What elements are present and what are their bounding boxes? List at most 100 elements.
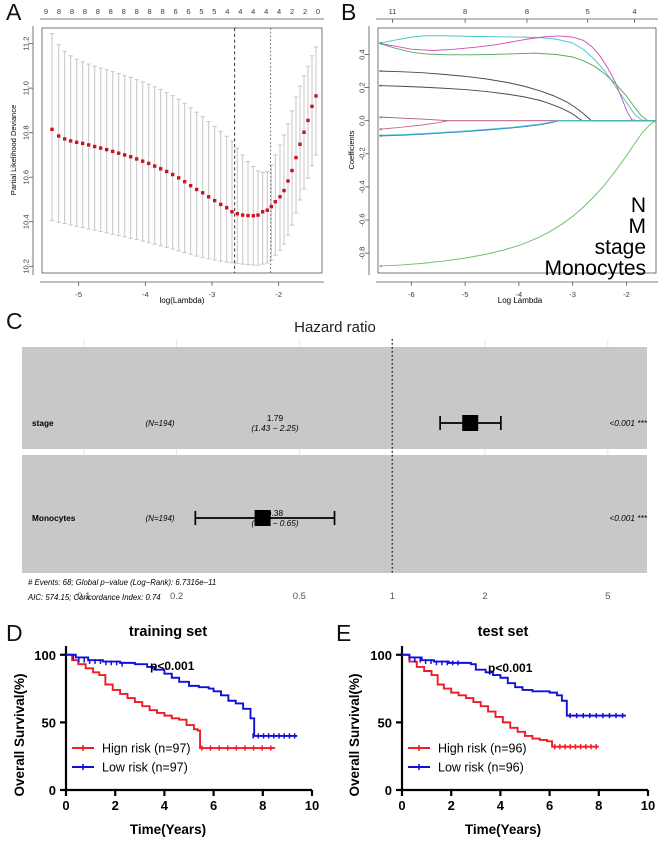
- x-tick-label-0: 0: [62, 798, 69, 813]
- row-pvalue-0: <0.001 ***: [609, 418, 647, 428]
- coef-index-label: 4: [380, 134, 382, 138]
- panel-d-x-axis-title: Time(Years): [130, 822, 206, 837]
- legend-label-1: Low risk (n=96): [438, 761, 524, 775]
- deviance-point: [68, 139, 73, 143]
- deviance-point: [302, 130, 306, 134]
- row-estimate-0: 1.79: [267, 413, 284, 423]
- deviance-point: [182, 179, 187, 184]
- top-axis-label: 6: [173, 7, 177, 16]
- deviance-point: [128, 155, 133, 159]
- deviance-point: [80, 141, 85, 146]
- panel-letter-a: A: [6, 0, 22, 25]
- deviance-point: [218, 202, 223, 207]
- y-tick-label: -0.6: [358, 214, 367, 227]
- x-tick-label: -2: [275, 290, 282, 299]
- x-tick-label: -5: [75, 290, 82, 299]
- panel-c-row-bands: [22, 347, 647, 573]
- x-tick-label: -4: [516, 290, 523, 299]
- y-tick-label: 10.6: [22, 170, 31, 185]
- x-tick-label-8: 8: [595, 798, 602, 813]
- axis-tick-0.2: 0.2: [170, 591, 183, 602]
- y-tick-label: 0.0: [358, 115, 367, 125]
- top-axis-label: 6: [186, 7, 190, 16]
- coefficient-path-3: [379, 70, 656, 122]
- top-axis-label: 5: [199, 7, 203, 16]
- deviance-point: [194, 187, 199, 192]
- panel-c-footnote-events: # Events: 68; Global p−value (Log−Rank):…: [28, 578, 216, 587]
- x-tick-label-2: 2: [112, 798, 119, 813]
- row-estimate-box-1: [254, 510, 271, 526]
- row-sample-size-1: (N=194): [145, 514, 174, 523]
- axis-tick-5: 5: [605, 591, 610, 602]
- panel-b-y-axis: -0.8 -0.6 -0.4 -0.2 0.0 0.2 0.4: [358, 26, 370, 275]
- top-axis-label: 8: [525, 7, 529, 16]
- top-axis-label: 0: [316, 7, 320, 16]
- deviance-point: [152, 164, 157, 168]
- deviance-point: [306, 118, 310, 123]
- deviance-point: [62, 137, 67, 141]
- coefficient-path-0: [378, 35, 656, 122]
- panel-d-pvalue: p<0.001: [150, 659, 195, 673]
- panel-letter-c: C: [6, 308, 23, 334]
- coefficient-path-4: [379, 85, 656, 122]
- panel-e-x-axis-title: Time(Years): [465, 822, 541, 837]
- x-tick-label-4: 4: [161, 798, 169, 813]
- top-axis-label: 8: [83, 7, 87, 16]
- axis-tick-1: 1: [390, 591, 395, 602]
- panel-c-title: Hazard ratio: [294, 319, 376, 336]
- y-tick-label: 10.4: [22, 214, 31, 229]
- row-variable-name-stage: stage: [32, 418, 54, 428]
- axis-tick-0.5: 0.5: [293, 591, 306, 602]
- panel-a-y-axis: 10.2 10.4 10.6 10.8 11.0 11.2: [22, 26, 34, 275]
- legend-label-n: N: [631, 194, 646, 217]
- deviance-point: [282, 188, 286, 193]
- row-pvalue-1: <0.001 ***: [609, 513, 647, 523]
- deviance-point: [140, 159, 145, 163]
- x-tick-label-0: 0: [398, 798, 405, 813]
- deviance-point: [224, 206, 229, 210]
- coef-index-label: 8: [380, 42, 382, 46]
- top-axis-label: 8: [96, 7, 100, 16]
- deviance-point: [104, 147, 109, 152]
- deviance-point: [176, 176, 181, 180]
- deviance-point: [188, 183, 193, 188]
- deviance-point: [146, 161, 151, 166]
- top-axis-label: 5: [586, 7, 590, 16]
- deviance-point: [314, 94, 318, 98]
- legend-label-stage: stage: [595, 236, 646, 259]
- deviance-point: [170, 172, 175, 177]
- top-axis-label: 4: [251, 7, 255, 16]
- deviance-point: [158, 167, 163, 171]
- panel-a-y-axis-title: Partial Likelihood Deviance: [9, 105, 18, 195]
- deviance-point: [310, 104, 314, 109]
- row-estimate-box-0: [462, 415, 479, 431]
- panel-a-error-bars: [49, 33, 319, 266]
- deviance-point: [206, 195, 211, 199]
- top-axis-label: 4: [277, 7, 281, 16]
- y-tick-label: 11.2: [22, 37, 31, 51]
- legend-label-monocytes: Monocytes: [544, 257, 646, 280]
- deviance-point: [294, 155, 298, 160]
- top-axis-label: 5: [212, 7, 216, 16]
- panel-letter-b: B: [341, 0, 357, 25]
- coefficient-path-8: [379, 120, 656, 136]
- row-variable-name-monocytes: Monocytes: [32, 513, 76, 523]
- top-axis-label: 8: [135, 7, 139, 16]
- top-axis-label: 2: [303, 7, 307, 16]
- x-tick-label: -5: [462, 290, 469, 299]
- top-axis-label: 4: [225, 7, 229, 16]
- y-tick-label: 0.4: [358, 49, 367, 59]
- deviance-point: [230, 210, 234, 214]
- deviance-point: [92, 144, 97, 149]
- legend-label-1: Low risk (n=97): [102, 761, 188, 775]
- row-sample-size-0: (N=194): [145, 419, 174, 428]
- deviance-point: [50, 127, 54, 132]
- deviance-point: [278, 195, 282, 199]
- x-tick-label: -3: [209, 290, 216, 299]
- y-tick-label: 10.8: [22, 125, 31, 140]
- deviance-point: [200, 191, 205, 195]
